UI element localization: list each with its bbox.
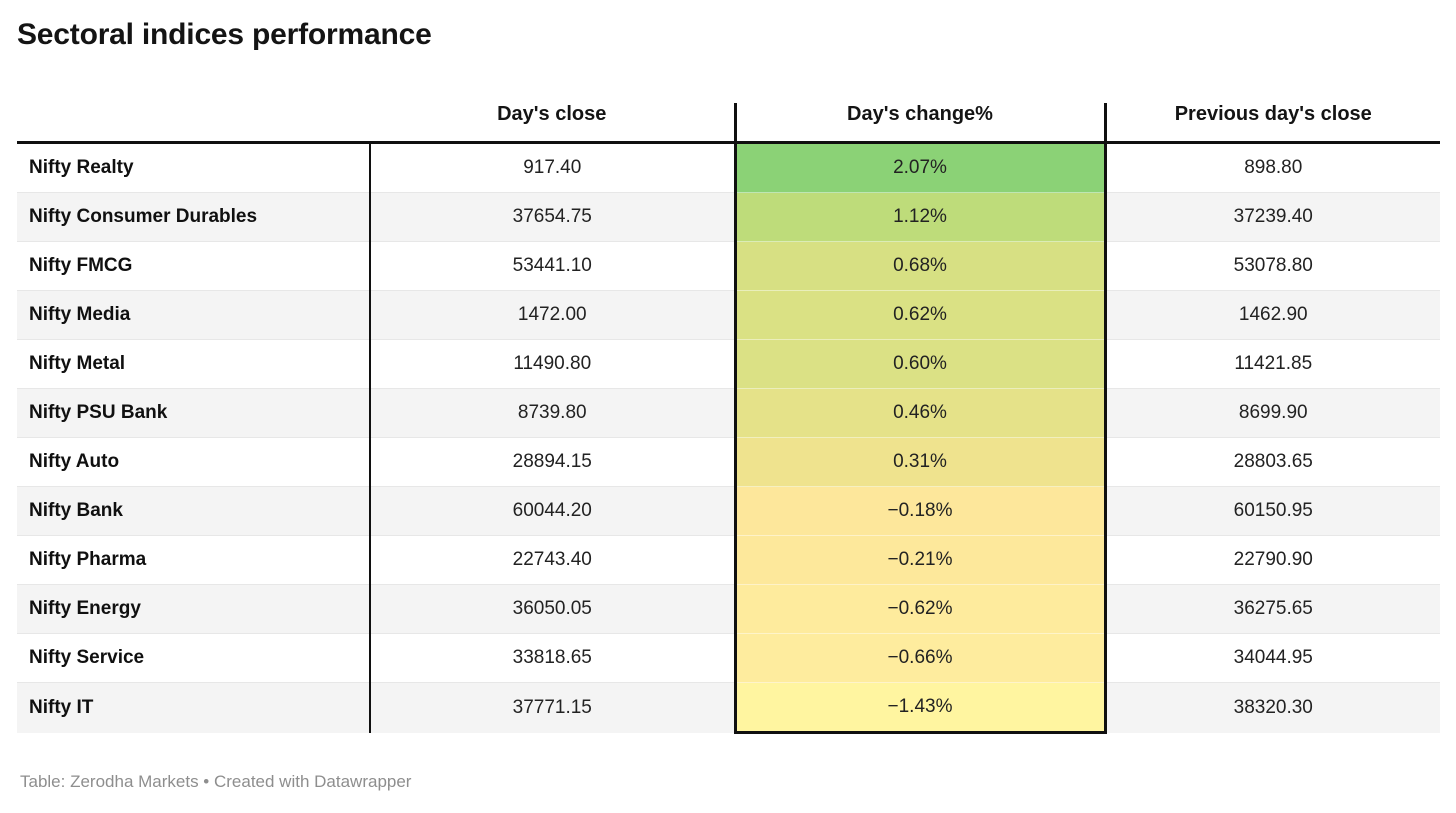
day-change-value: 0.68%	[733, 241, 1107, 291]
prev-close-value: 38320.30	[1105, 682, 1440, 733]
prev-close-value: 53078.80	[1105, 241, 1440, 291]
day-change-value: 0.62%	[733, 290, 1107, 340]
day-close-value: 22743.40	[370, 535, 735, 585]
table-row: Nifty PSU Bank 8739.80 0.46% 8699.90	[17, 388, 1440, 438]
day-change-value: −0.21%	[733, 535, 1107, 585]
day-change-value: 0.46%	[733, 388, 1107, 438]
day-change-value: −0.66%	[733, 633, 1107, 683]
table-row: Nifty Energy 36050.05 −0.62% 36275.65	[17, 584, 1440, 634]
day-change-value: −0.18%	[733, 486, 1107, 536]
table-header: Day's close Day's change% Previous day's…	[17, 103, 1440, 144]
day-change-value: 0.60%	[733, 339, 1107, 389]
prev-close-value: 1462.90	[1105, 290, 1440, 340]
table-row: Nifty Bank 60044.20 −0.18% 60150.95	[17, 486, 1440, 536]
table-row: Nifty Media 1472.00 0.62% 1462.90	[17, 290, 1440, 340]
day-close-value: 917.40	[523, 157, 582, 178]
prev-close-value: 60150.95	[1105, 486, 1440, 536]
day-close-value: 53441.10	[370, 241, 735, 291]
table-row: Nifty Auto 28894.15 0.31% 28803.65	[17, 437, 1440, 487]
prev-close-value: 36275.65	[1105, 584, 1440, 634]
row-label: Nifty FMCG	[17, 241, 371, 291]
row-label: Nifty Auto	[17, 437, 371, 487]
day-close-value: 11490.80	[370, 339, 735, 389]
prev-close-value: 898.80	[1244, 157, 1303, 178]
row-label: Nifty Energy	[17, 584, 371, 634]
table-row: Nifty Service 33818.65 −0.66% 34044.95	[17, 633, 1440, 683]
table-body: Nifty Realty 917.40 2.07% 898.80 Nifty Consu…	[17, 142, 1440, 734]
day-close-value: 60044.20	[370, 486, 735, 536]
day-close-value: 37654.75	[370, 192, 735, 242]
row-label: Nifty IT	[17, 682, 371, 733]
day-close-value: 1472.00	[370, 290, 735, 340]
page-title: Sectoral indices performance	[17, 18, 432, 51]
prev-close-value: 37239.40	[1105, 192, 1440, 242]
row-label: Nifty Bank	[17, 486, 371, 536]
prev-close-value: 8699.90	[1105, 388, 1440, 438]
day-close-value: 36050.05	[370, 584, 735, 634]
day-change-value: −0.62%	[733, 584, 1107, 634]
day-change-value: −1.43%	[733, 682, 1107, 734]
row-label: Nifty PSU Bank	[17, 388, 371, 438]
column-header-days-change: Day's change%	[733, 103, 1107, 144]
prev-close-value: 22790.90	[1105, 535, 1440, 585]
table-row: Nifty Pharma 22743.40 −0.21% 22790.90	[17, 535, 1440, 585]
table-attribution: Table: Zerodha Markets • Created with Da…	[20, 772, 412, 791]
prev-close-value: 34044.95	[1105, 633, 1440, 683]
sectoral-indices-table: Day's close Day's change% Previous day's…	[17, 103, 1440, 734]
row-label: Nifty Realty	[17, 142, 371, 193]
day-close-value: 37771.15	[370, 682, 735, 733]
day-close-value: 8739.80	[370, 388, 735, 438]
row-label: Nifty Media	[17, 290, 371, 340]
row-label: Nifty Consumer Durables	[17, 192, 371, 242]
day-close-value: 33818.65	[370, 633, 735, 683]
column-header-days-close: Day's close	[370, 103, 735, 144]
column-header-row-label	[17, 103, 370, 144]
prev-close-value: 28803.65	[1105, 437, 1440, 487]
day-change-value: 0.31%	[733, 437, 1107, 487]
table-row: Nifty IT 37771.15 −1.43% 38320.30	[17, 682, 1440, 734]
row-label: Nifty Service	[17, 633, 371, 683]
table-row: Nifty Metal 11490.80 0.60% 11421.85	[17, 339, 1440, 389]
table-row: Nifty FMCG 53441.10 0.68% 53078.80	[17, 241, 1440, 291]
column-header-previous-days-close: Previous day's close	[1105, 103, 1440, 144]
table-row: Nifty Consumer Durables 37654.75 1.12% 3723…	[17, 192, 1440, 242]
row-label: Nifty Metal	[17, 339, 371, 389]
day-change-value: 2.07%	[733, 142, 1107, 193]
table-row: Nifty Realty 917.40 2.07% 898.80	[17, 142, 1440, 193]
day-close-value: 28894.15	[370, 437, 735, 487]
day-change-value: 1.12%	[733, 192, 1107, 242]
prev-close-value: 11421.85	[1105, 339, 1440, 389]
row-label: Nifty Pharma	[17, 535, 371, 585]
